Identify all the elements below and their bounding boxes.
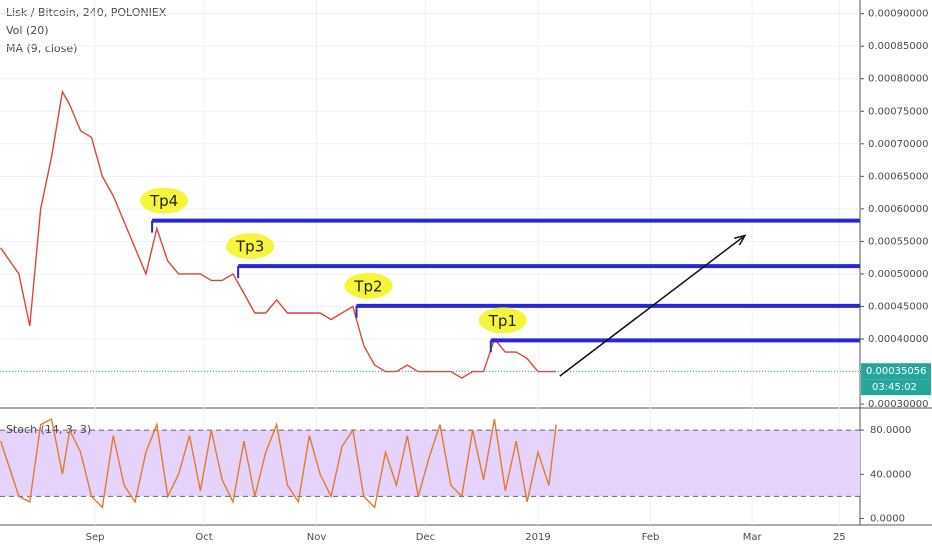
y-tick-label: 0.00065000 — [868, 171, 928, 182]
indicator-label: Vol (20) — [6, 24, 49, 37]
y-tick-label: 0.00055000 — [868, 236, 928, 247]
x-tick-label: Oct — [195, 532, 212, 543]
y-tick-label: 40.0000 — [870, 469, 911, 480]
stoch-band — [0, 430, 860, 497]
arrow-head — [734, 234, 747, 246]
price-tag-label: 0.00035056 — [866, 366, 926, 377]
chart-title: Lisk / Bitcoin, 240, POLONIEX — [6, 6, 167, 19]
y-tick-label: 0.00085000 — [868, 41, 928, 52]
x-tick-label: Mar — [743, 532, 763, 543]
level-label: Tp4 — [149, 192, 178, 210]
stoch-title: Stoch (14, 3, 3) — [6, 423, 91, 436]
y-tick-label: 0.00080000 — [868, 74, 928, 85]
y-tick-label: 0.00090000 — [868, 9, 928, 20]
level-highlight — [478, 307, 527, 334]
countdown-label: 03:45:02 — [872, 382, 917, 393]
x-tick-label: 25 — [833, 532, 846, 543]
level-highlight — [140, 187, 189, 214]
x-tick-label: Dec — [416, 532, 435, 543]
y-tick-label: 80.0000 — [870, 425, 911, 436]
x-tick-label: Feb — [642, 532, 660, 543]
series-line — [0, 89, 557, 379]
y-tick-label: 0.00040000 — [868, 334, 928, 345]
y-tick-label: 0.0000 — [870, 513, 905, 524]
series-line — [0, 418, 557, 509]
x-tick-label: Sep — [86, 532, 105, 543]
y-tick-label: 0.00060000 — [868, 204, 928, 215]
level-label: Tp3 — [235, 238, 264, 256]
y-tick-label: 0.00050000 — [868, 269, 928, 280]
level-label: Tp2 — [353, 277, 382, 295]
y-tick-label: 0.00045000 — [868, 301, 928, 312]
level-highlight — [344, 272, 393, 299]
countdown-tag — [861, 379, 931, 396]
price-tag — [861, 363, 931, 380]
y-tick-label: 0.00070000 — [868, 139, 928, 150]
indicator-label: MA (9, close) — [6, 42, 77, 55]
y-tick-label: 0.00075000 — [868, 106, 928, 117]
level-highlight — [226, 233, 275, 260]
arrow — [559, 234, 746, 377]
level-label: Tp1 — [488, 312, 517, 330]
x-tick-label: 2019 — [525, 532, 550, 543]
x-tick-label: Nov — [307, 532, 327, 543]
y-tick-label: 0.00030000 — [868, 399, 928, 410]
